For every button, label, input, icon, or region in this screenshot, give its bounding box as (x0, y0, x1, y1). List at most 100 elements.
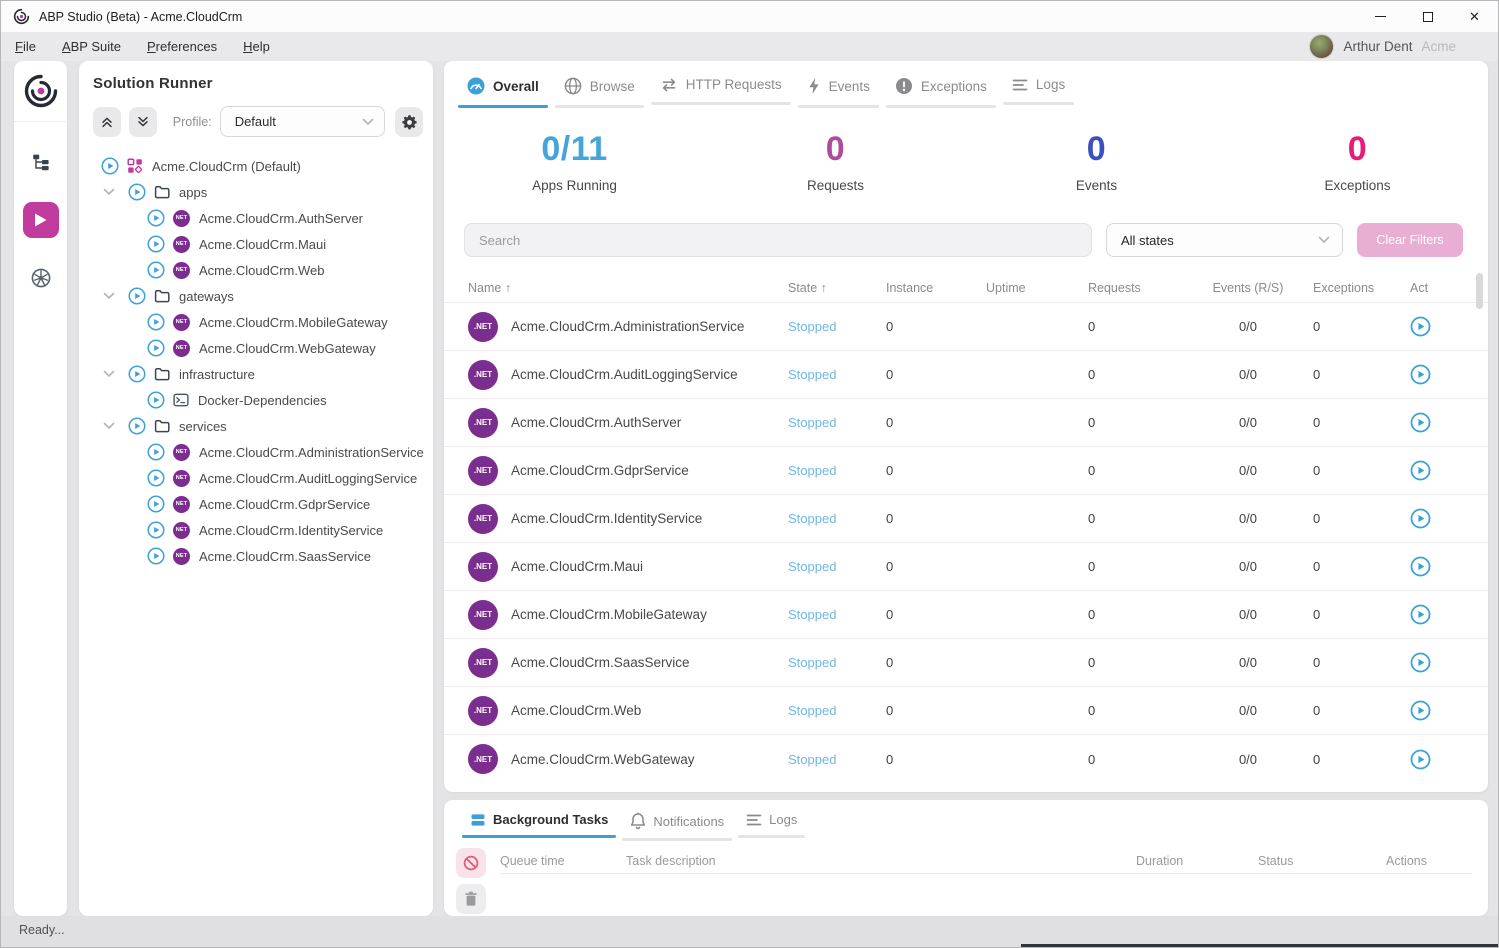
start-service-button[interactable] (1410, 749, 1431, 770)
tab-overall[interactable]: Overall (458, 74, 548, 108)
run-icon[interactable] (128, 417, 146, 435)
run-icon[interactable] (147, 443, 165, 461)
run-icon[interactable] (147, 469, 165, 487)
sidebar-item-solution-explorer[interactable] (23, 144, 59, 180)
sidebar-item-kubernetes[interactable] (23, 260, 59, 296)
start-service-button[interactable] (1410, 700, 1431, 721)
expand-all-button[interactable] (128, 106, 157, 137)
maximize-button[interactable] (1404, 1, 1451, 32)
menu-abp-suite[interactable]: ABP Suite (61, 39, 121, 54)
run-icon[interactable] (147, 495, 165, 513)
tree-item-solution[interactable]: Acme.CloudCrm (Default) (93, 153, 423, 179)
table-row[interactable]: .NET Acme.CloudCrm.MobileGateway Stopped … (444, 591, 1488, 639)
tree-item-project[interactable]: NET Acme.CloudCrm.AuditLoggingService (93, 465, 423, 491)
column-header-uptime[interactable]: Uptime (986, 280, 1026, 295)
chevron-down-icon[interactable] (103, 370, 115, 378)
run-icon[interactable] (101, 157, 119, 175)
start-service-button[interactable] (1410, 604, 1431, 625)
tree-item-project[interactable]: NET Acme.CloudCrm.Maui (93, 231, 423, 257)
tab-logs[interactable]: Logs (1002, 74, 1075, 108)
tree-item-project[interactable]: NET Acme.CloudCrm.MobileGateway (93, 309, 423, 335)
start-service-button[interactable] (1410, 508, 1431, 529)
start-service-button[interactable] (1410, 652, 1431, 673)
tree-item-folder-infrastructure[interactable]: infrastructure (93, 361, 423, 387)
run-icon[interactable] (147, 521, 165, 539)
run-icon[interactable] (147, 209, 165, 227)
tree-item-folder-services[interactable]: services (93, 413, 423, 439)
close-button[interactable]: ✕ (1451, 1, 1498, 32)
run-icon[interactable] (147, 235, 165, 253)
start-service-button[interactable] (1410, 412, 1431, 433)
column-header-state[interactable]: State ↑ (788, 280, 827, 295)
minimize-icon (1375, 15, 1386, 18)
tab-browse[interactable]: Browse (554, 74, 644, 108)
tab-http-requests[interactable]: HTTP Requests (650, 74, 791, 108)
run-icon[interactable] (147, 261, 165, 279)
tab-exceptions[interactable]: Exceptions (885, 74, 996, 108)
solution-runner-panel: Solution Runner Profile: Default Acme.Cl… (79, 61, 433, 916)
table-scrollbar[interactable] (1476, 273, 1483, 309)
state-badge: Stopped (788, 607, 837, 622)
table-row[interactable]: .NET Acme.CloudCrm.SaasService Stopped 0 … (444, 639, 1488, 687)
minimize-button[interactable] (1357, 1, 1404, 32)
menu-help[interactable]: Help (243, 39, 270, 54)
run-icon[interactable] (128, 183, 146, 201)
table-row[interactable]: .NET Acme.CloudCrm.AdministrationService … (444, 303, 1488, 351)
table-row[interactable]: .NET Acme.CloudCrm.AuditLoggingService St… (444, 351, 1488, 399)
start-service-button[interactable] (1410, 556, 1431, 577)
state-badge: Stopped (788, 751, 837, 767)
tree-item-project[interactable]: NET Acme.CloudCrm.GdprService (93, 491, 423, 517)
table-row[interactable]: .NET Acme.CloudCrm.AuthServer Stopped 0 0… (444, 399, 1488, 447)
table-row[interactable]: .NET Acme.CloudCrm.IdentityService Stoppe… (444, 495, 1488, 543)
events-count: 0/0 (1238, 511, 1258, 526)
tree-item-project[interactable]: NET Acme.CloudCrm.WebGateway (93, 335, 423, 361)
clear-filters-button[interactable]: Clear Filters (1357, 223, 1463, 257)
run-icon[interactable] (128, 287, 146, 305)
tab-background-tasks[interactable]: Background Tasks (462, 810, 617, 841)
collapse-all-button[interactable] (93, 106, 121, 137)
run-icon[interactable] (147, 547, 165, 565)
menu-preferences[interactable]: Preferences (147, 39, 218, 54)
table-row[interactable]: .NET Acme.CloudCrm.Maui Stopped 0 0 0/0 0 (444, 543, 1488, 591)
column-header-events[interactable]: Events (R/S) (1212, 280, 1284, 295)
cancel-tasks-button[interactable] (456, 848, 486, 878)
tab-bottom-logs[interactable]: Logs (738, 810, 806, 841)
column-header-instance[interactable]: Instance (886, 280, 934, 295)
start-service-button[interactable] (1410, 316, 1431, 337)
sidebar-item-solution-runner[interactable] (22, 202, 59, 238)
run-icon[interactable] (147, 339, 165, 357)
column-header-requests[interactable]: Requests (1088, 280, 1141, 295)
clear-tasks-button[interactable] (456, 884, 486, 914)
run-icon[interactable] (147, 391, 165, 409)
chevron-down-icon[interactable] (103, 292, 115, 300)
column-header-name[interactable]: Name ↑ (468, 280, 512, 295)
table-row[interactable]: .NET Acme.CloudCrm.WebGateway Stopped 0 0… (444, 735, 1488, 783)
start-service-button[interactable] (1410, 364, 1431, 385)
tree-item-project[interactable]: NET Acme.CloudCrm.SaasService (93, 543, 423, 569)
tree-item-docker[interactable]: Docker-Dependencies (93, 387, 423, 413)
chevron-down-icon[interactable] (103, 422, 115, 430)
avatar[interactable] (1309, 34, 1335, 59)
start-service-button[interactable] (1410, 460, 1431, 481)
menu-file[interactable]: File (15, 39, 36, 54)
state-filter-select[interactable]: All states (1106, 223, 1343, 257)
tree-item-project[interactable]: NET Acme.CloudCrm.AdministrationService (93, 439, 424, 465)
tab-events[interactable]: Events (797, 74, 879, 108)
tab-notifications[interactable]: Notifications (622, 810, 733, 841)
table-row[interactable]: .NET Acme.CloudCrm.GdprService Stopped 0 … (444, 447, 1488, 495)
column-header-exceptions[interactable]: Exceptions (1313, 280, 1375, 295)
exceptions-count: 0 (1313, 511, 1321, 526)
tree-item-project[interactable]: NET Acme.CloudCrm.IdentityService (93, 517, 423, 543)
table-row[interactable]: .NET Acme.CloudCrm.Web Stopped 0 0 0/0 0 (444, 687, 1488, 735)
tree-item-folder-apps[interactable]: apps (93, 179, 423, 205)
profile-select[interactable]: Default (219, 106, 386, 137)
run-icon[interactable] (147, 313, 165, 331)
run-icon[interactable] (128, 365, 146, 383)
tree-item-project[interactable]: NET Acme.CloudCrm.Web (93, 257, 423, 283)
tree-item-folder-gateways[interactable]: gateways (93, 283, 423, 309)
tree-item-project[interactable]: NET Acme.CloudCrm.AuthServer (93, 205, 423, 231)
chevron-down-icon[interactable] (103, 188, 115, 196)
user-area[interactable]: Arthur Dent Acme (1309, 34, 1484, 59)
search-input[interactable] (464, 223, 1092, 257)
runner-settings-button[interactable] (395, 106, 424, 137)
